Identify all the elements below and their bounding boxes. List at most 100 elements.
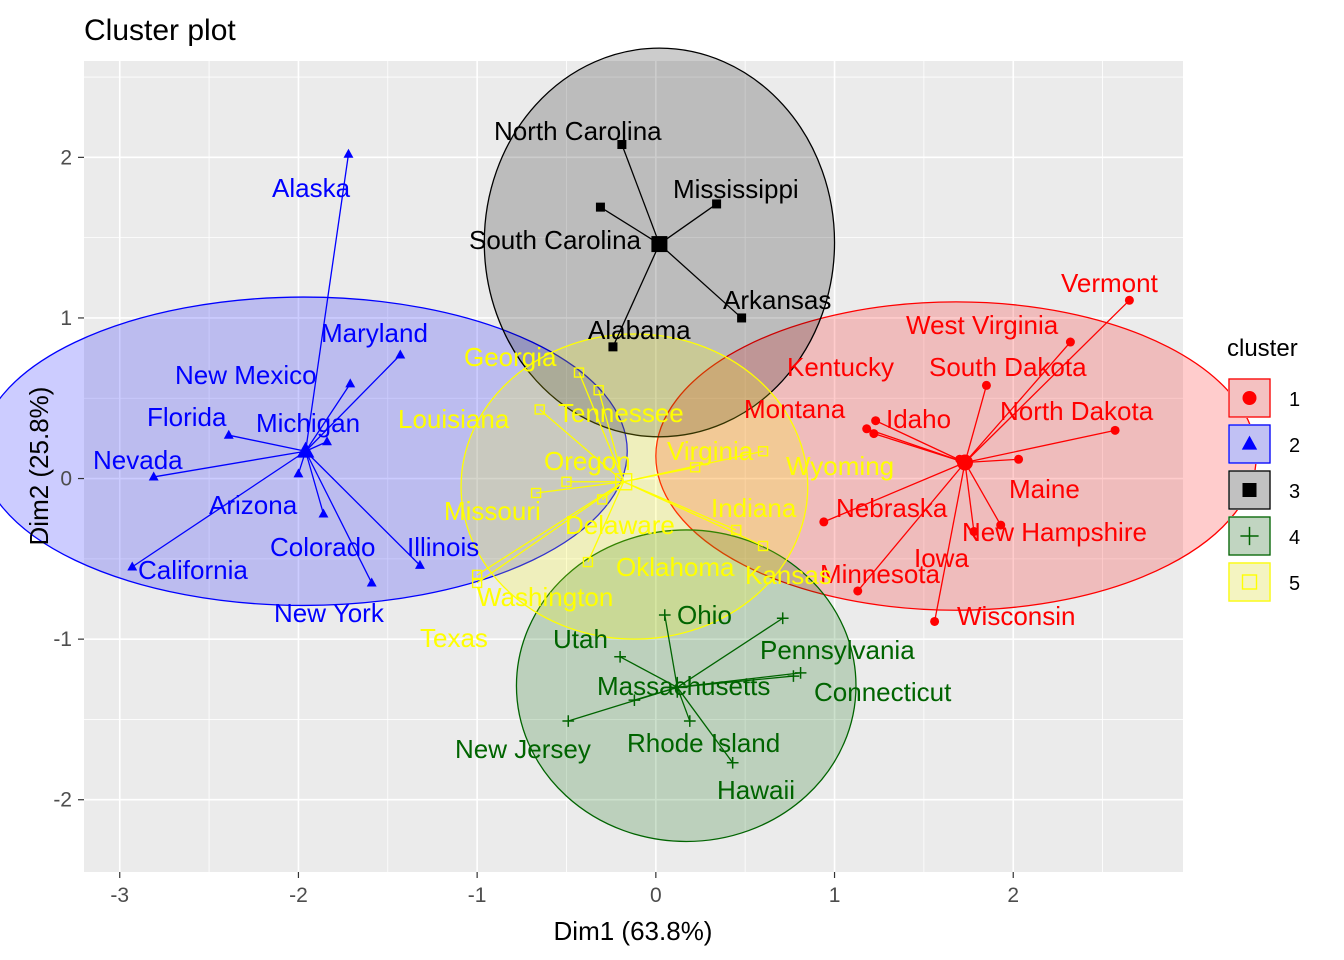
cluster-2-point bbox=[223, 429, 234, 439]
point-label: Wyoming bbox=[786, 451, 894, 481]
legend-swatch-5 bbox=[1228, 562, 1271, 602]
x-tick-label: 0 bbox=[650, 884, 662, 907]
cluster-1-segment bbox=[964, 299, 1130, 463]
cluster-4-point bbox=[683, 715, 696, 727]
cluster-2-ellipse bbox=[0, 296, 628, 607]
cluster-2-segment bbox=[131, 450, 306, 568]
point-label: Ohio bbox=[677, 600, 732, 630]
cluster-1-point bbox=[996, 520, 1006, 530]
y-tick-label: 0 bbox=[60, 468, 72, 491]
cluster-2-segment bbox=[305, 450, 421, 566]
cluster-3-segment bbox=[621, 144, 661, 245]
point-label: Alaska bbox=[272, 173, 351, 203]
cluster-1-segment bbox=[873, 432, 966, 464]
point-label: Minnesota bbox=[820, 559, 940, 589]
cluster-1-point bbox=[930, 616, 940, 626]
cluster-4-segment bbox=[676, 686, 734, 764]
cluster-1-segment bbox=[964, 385, 988, 463]
cluster-1-segment bbox=[933, 462, 966, 622]
point-label: Texas bbox=[420, 623, 488, 653]
cluster-4-point bbox=[787, 670, 800, 682]
cluster-3-point bbox=[617, 140, 627, 150]
point-label: New Jersey bbox=[455, 734, 591, 764]
point-label: Utah bbox=[553, 624, 608, 654]
point-label: Alabama bbox=[588, 315, 691, 345]
y-tick-label: -2 bbox=[53, 789, 72, 812]
cluster-5-segment bbox=[476, 481, 625, 576]
point-label: Washington bbox=[477, 582, 613, 612]
cluster-1-point bbox=[819, 517, 829, 527]
cluster-4-point bbox=[658, 609, 671, 621]
legend-marker-5 bbox=[1241, 574, 1258, 590]
point-label: Kentucky bbox=[787, 352, 894, 382]
x-tick-label: 1 bbox=[829, 884, 841, 907]
point-label: Kansas bbox=[745, 560, 832, 590]
legend-items: 1 2 3 4 5 bbox=[1228, 378, 1300, 602]
point-label: Massachusetts bbox=[597, 671, 770, 701]
cluster-5-point bbox=[471, 577, 483, 589]
cluster-1-segment bbox=[964, 462, 975, 532]
cluster-3-center bbox=[651, 236, 668, 253]
cluster-5-point bbox=[534, 404, 545, 415]
cluster-1-segment bbox=[964, 462, 1002, 526]
point-label: Arizona bbox=[209, 490, 298, 520]
cluster-2-point bbox=[395, 349, 406, 359]
point-label: Virginia bbox=[667, 436, 754, 466]
x-tick-label: 2 bbox=[1007, 884, 1019, 907]
point-label: Tennessee bbox=[558, 398, 684, 428]
cluster-1-segment bbox=[964, 458, 1019, 464]
cluster-5-segment bbox=[587, 481, 625, 563]
cluster-3-point bbox=[595, 202, 605, 212]
y-tick-label: 2 bbox=[60, 146, 72, 169]
point-label: New Hampshire bbox=[962, 517, 1147, 547]
cluster-1-point bbox=[1110, 425, 1120, 435]
cluster-2-point bbox=[366, 577, 377, 587]
cluster-1-segment bbox=[823, 461, 966, 523]
cluster-5-point bbox=[582, 556, 594, 568]
point-label: Nevada bbox=[93, 445, 183, 475]
cluster-1-point bbox=[1124, 295, 1134, 305]
cluster-1-point bbox=[969, 527, 979, 537]
cluster-5-segment bbox=[623, 481, 764, 547]
cluster-centers bbox=[296, 236, 973, 698]
cluster-1-point bbox=[871, 416, 881, 426]
cluster-4-segment bbox=[619, 656, 678, 688]
cluster-4-segment bbox=[664, 614, 678, 688]
point-label: Montana bbox=[744, 394, 846, 424]
cluster-3-point bbox=[712, 199, 722, 209]
cluster-2-point bbox=[343, 148, 354, 158]
cluster-3-segment bbox=[659, 203, 717, 245]
x-tick-label: -2 bbox=[289, 884, 308, 907]
point-label: Rhode Island bbox=[627, 728, 780, 758]
legend-swatch-4 bbox=[1228, 516, 1271, 556]
cluster-3-segment bbox=[600, 206, 660, 245]
legend-key-5 bbox=[1228, 562, 1271, 602]
point-label: Indiana bbox=[711, 493, 797, 523]
cluster-2-segment bbox=[304, 451, 325, 515]
point-label: Maine bbox=[1009, 474, 1080, 504]
cluster-1-segment bbox=[857, 462, 966, 592]
cluster-segments bbox=[131, 144, 1130, 764]
cluster-1-point bbox=[1065, 337, 1075, 347]
cluster-5-center bbox=[614, 473, 633, 491]
point-label: Idaho bbox=[886, 404, 951, 434]
cluster-2-segment bbox=[153, 450, 306, 478]
cluster-2-point bbox=[322, 436, 332, 446]
plot-panel bbox=[84, 61, 1183, 872]
cluster-4-segment bbox=[634, 686, 678, 701]
cluster-2-point bbox=[148, 471, 159, 481]
cluster-2-segment bbox=[228, 434, 306, 452]
point-label: Florida bbox=[147, 402, 227, 432]
cluster-2-segment bbox=[304, 154, 350, 452]
legend-title: cluster bbox=[1227, 335, 1298, 362]
point-label: South Dakota bbox=[929, 352, 1087, 382]
cluster-5-segment bbox=[623, 466, 696, 483]
cluster-2-segment bbox=[305, 354, 401, 452]
cluster-1-point bbox=[853, 586, 863, 596]
cluster-5-segment bbox=[598, 390, 625, 482]
cluster-4-point bbox=[794, 667, 807, 679]
cluster-1-center bbox=[956, 454, 973, 471]
point-label: Illinois bbox=[407, 532, 479, 562]
point-label: North Dakota bbox=[1000, 396, 1154, 426]
cluster-5-point bbox=[597, 494, 608, 505]
